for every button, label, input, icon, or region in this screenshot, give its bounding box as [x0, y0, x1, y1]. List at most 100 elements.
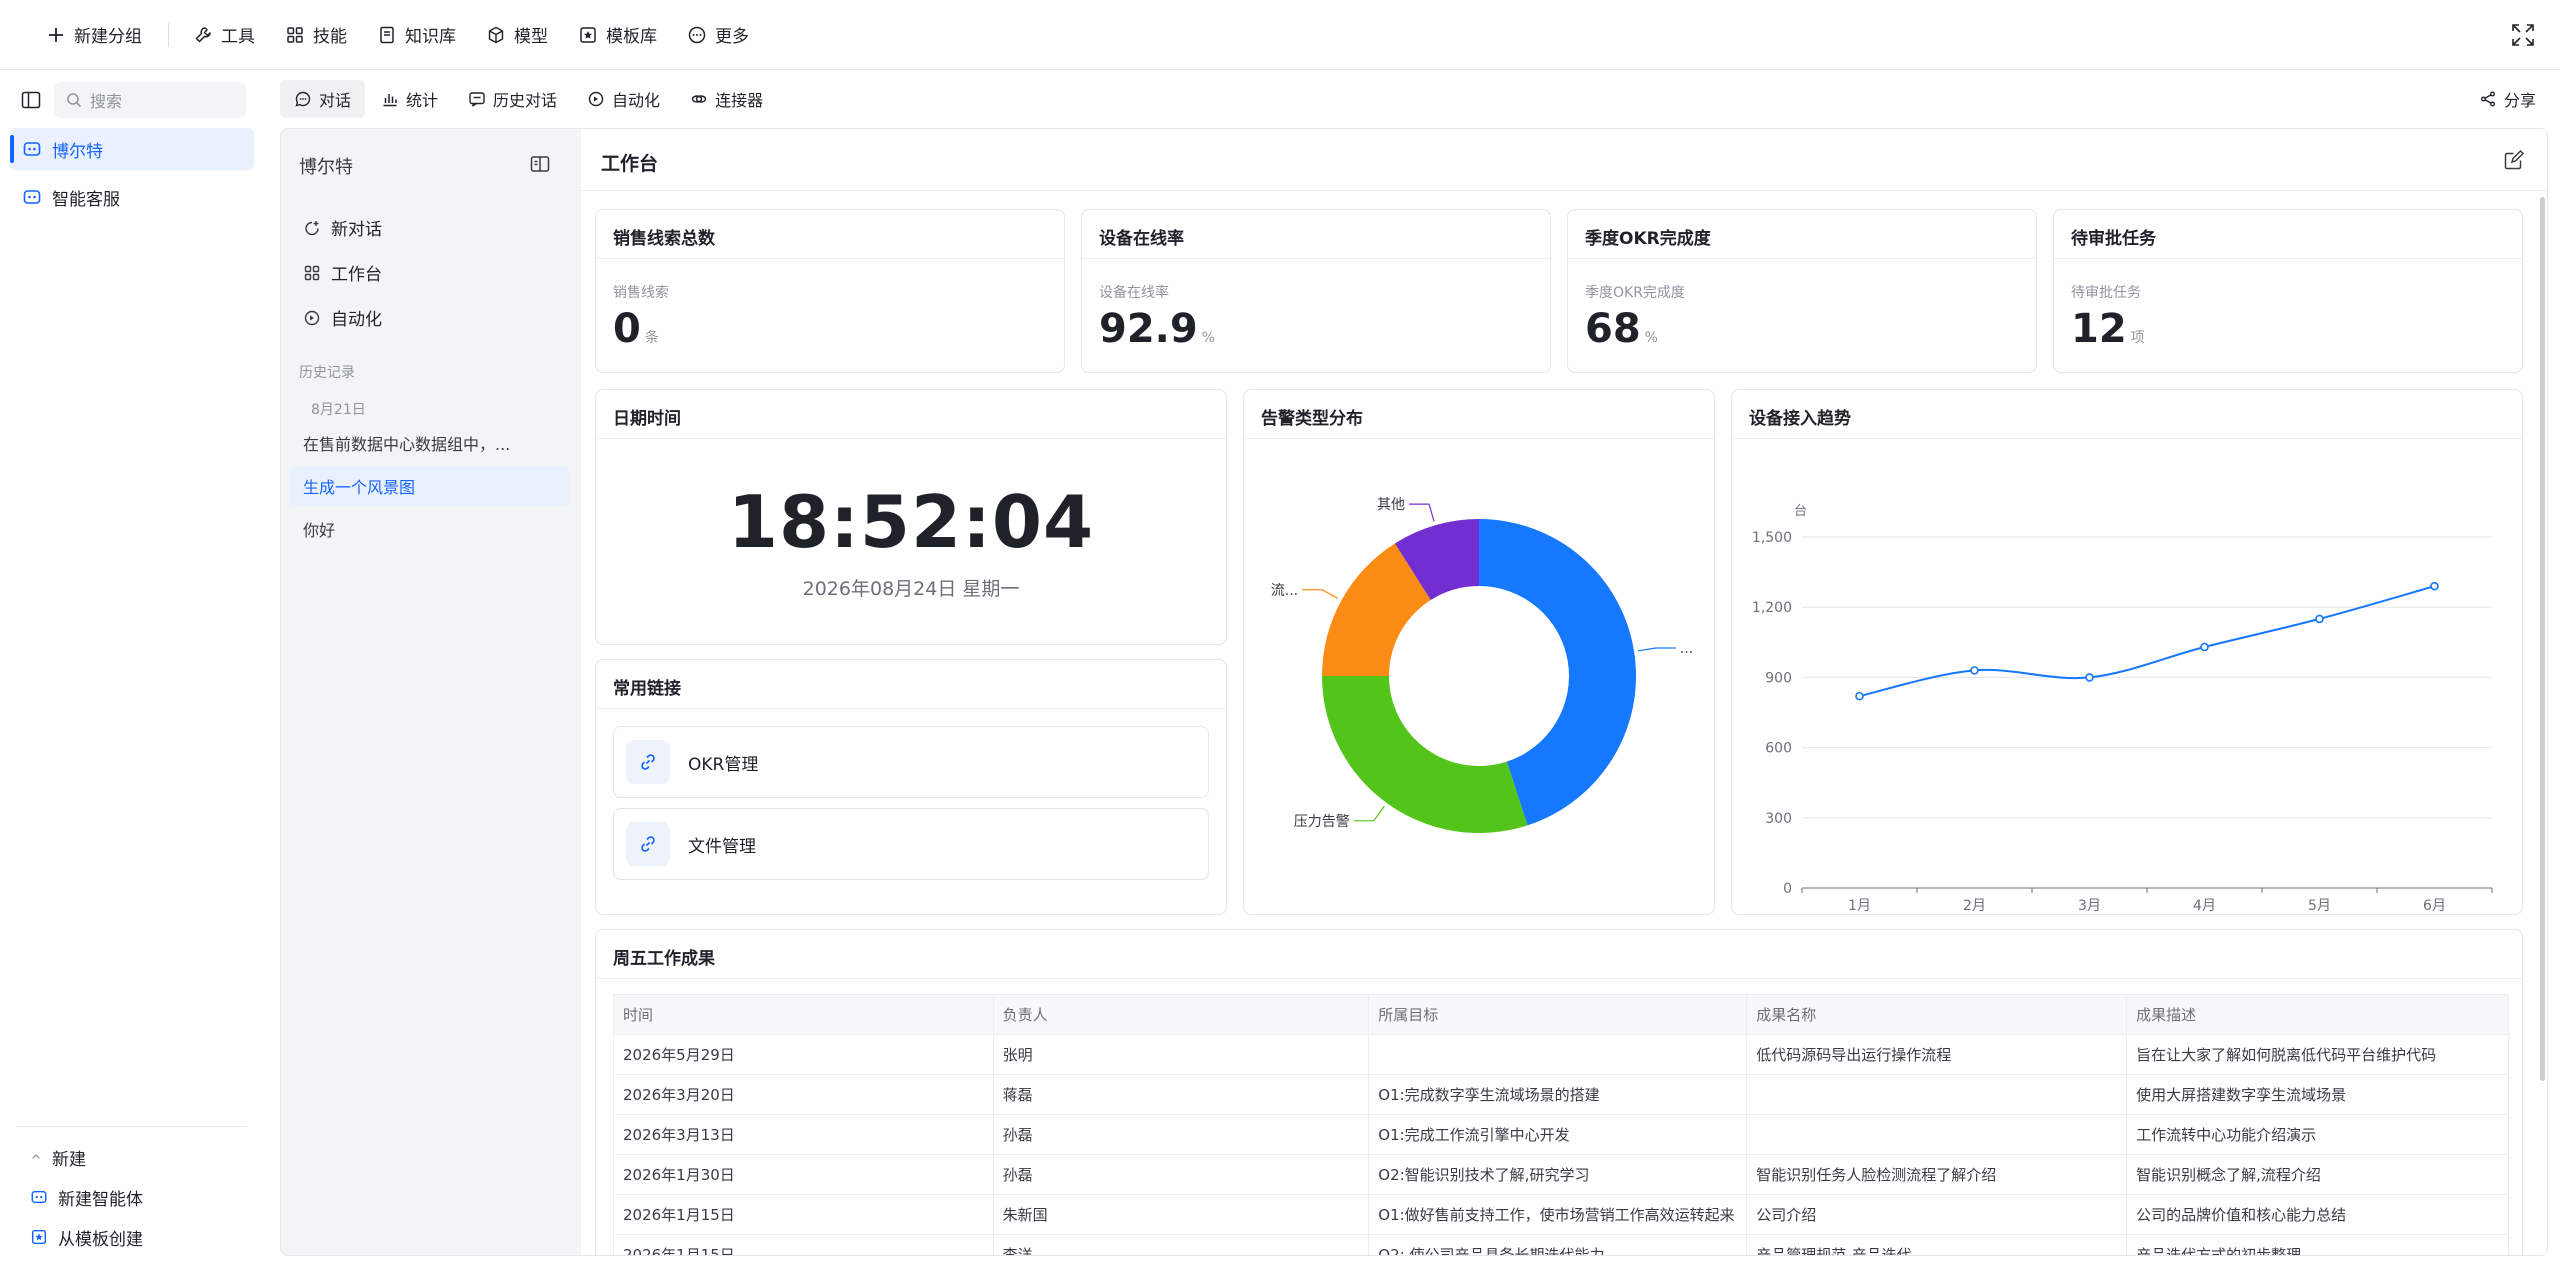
sidebar-create-section: 新建 新建智能体 从模板创建: [16, 1126, 246, 1257]
clock-title: 日期时间: [613, 409, 681, 429]
edit-icon[interactable]: [2503, 149, 2525, 171]
tab-automation[interactable]: 自动化: [573, 80, 674, 118]
table-row: 2026年3月13日 孙磊 O1:完成工作流引擎中心开发 工作流转中心功能介绍演示: [613, 1114, 2509, 1155]
table-header: 负责人: [992, 994, 1370, 1035]
toolbar-divider: [168, 22, 169, 47]
model-button[interactable]: 模型: [476, 17, 558, 53]
kpi-value: 12: [2071, 306, 2127, 352]
sidebar-item-bolt[interactable]: 博尔特: [10, 128, 254, 170]
line-chart: 台 0 300 600 900 1,200 1,500 1月 2月 3月 4月 5月 6月: [1752, 504, 2493, 914]
new-group-button[interactable]: 新建分组: [36, 17, 152, 53]
cube-icon: [488, 26, 504, 43]
grid-icon: [287, 26, 303, 43]
table-cell: 2026年1月30日: [613, 1154, 994, 1195]
new-agent-button[interactable]: 新建智能体: [16, 1177, 246, 1217]
knowledge-button[interactable]: 知识库: [367, 17, 466, 53]
kpi-card: 季度OKR完成度 季度OKR完成度 68%: [1567, 209, 2037, 373]
table-row: 2026年5月29日 张明 低代码源码导出运行操作流程 旨在让大家了解如何脱离低代码平…: [613, 1034, 2509, 1075]
table-cell: 蒋磊: [992, 1074, 1370, 1115]
new-collapse-toggle[interactable]: 新建: [16, 1137, 246, 1177]
tab-statistics[interactable]: 统计: [367, 80, 452, 118]
kpi-unit: 项: [2130, 330, 2145, 346]
pie-title: 告警类型分布: [1261, 409, 1363, 429]
tab-label: 自动化: [612, 91, 661, 110]
scrollbar[interactable]: [2540, 197, 2545, 1081]
table-cell: 2026年3月20日: [613, 1074, 994, 1115]
search-input[interactable]: 搜索: [54, 82, 246, 118]
x-tick-label: 4月: [2193, 898, 2216, 914]
sidebar-item-label: 博尔特: [52, 141, 103, 162]
tools-button[interactable]: 工具: [183, 17, 265, 53]
skills-label: 技能: [313, 27, 347, 47]
table-cell: 公司介绍: [1746, 1194, 2128, 1235]
workspace-button[interactable]: 工作台: [303, 260, 382, 285]
tab-chat[interactable]: 对话: [280, 80, 366, 118]
table-header: 所属目标: [1368, 994, 1748, 1035]
tab-connectors[interactable]: 连接器: [676, 80, 777, 118]
table-cell: O1:完成工作流引擎中心开发: [1368, 1114, 1748, 1155]
divider: [2054, 258, 2522, 259]
bot-icon: [31, 1190, 47, 1204]
table-cell: 智能识别概念了解,流程介绍: [2126, 1154, 2509, 1195]
table-cell: 工作流转中心功能介绍演示: [2126, 1114, 2509, 1155]
tab-label: 对话: [319, 91, 352, 110]
pie-slice: [1394, 519, 1479, 601]
main-panel: 博尔特 新对话 工作台 自动化 历史记录 8月21日 在售前数据中心数据组中，.…: [280, 128, 2548, 1256]
from-template-button[interactable]: 从模板创建: [16, 1217, 246, 1257]
table-cell: O2:智能识别技术了解,研究学习: [1368, 1154, 1748, 1195]
link-icon-box: [626, 740, 670, 784]
tab-history[interactable]: 历史对话: [454, 80, 571, 118]
table-cell: 产品管理规范-产品迭代: [1746, 1234, 2128, 1255]
data-point: [2430, 581, 2439, 591]
automation-button[interactable]: 自动化: [303, 305, 382, 330]
y-tick-label: 1,200: [1752, 600, 1792, 616]
menu-label: 自动化: [331, 310, 382, 330]
table-header: 时间: [613, 994, 994, 1035]
history-chat-icon: [469, 92, 485, 107]
table-cell: O1:做好售前支持工作，使市场营销工作高效运转起来: [1368, 1194, 1748, 1235]
trend-title: 设备接入趋势: [1749, 409, 1851, 429]
new-chat-button[interactable]: 新对话: [303, 215, 382, 240]
sidebar-item-smart-service[interactable]: 智能客服: [10, 176, 254, 218]
clock-date: 2026年08月24日 星期一: [802, 578, 1020, 600]
y-tick-label: 1,500: [1752, 530, 1792, 546]
history-item[interactable]: 生成一个风景图: [289, 466, 569, 506]
chat-icon: [295, 91, 311, 107]
kpi-value: 92.9: [1099, 306, 1198, 352]
automation-icon: [304, 310, 320, 325]
link-label: OKR管理: [688, 754, 759, 775]
knowledge-label: 知识库: [405, 27, 456, 47]
sidebar-toggle-icon[interactable]: [20, 89, 42, 111]
link-okr[interactable]: OKR管理: [613, 726, 1209, 798]
skills-button[interactable]: 技能: [275, 17, 357, 53]
series-line: [1859, 585, 2435, 698]
fullscreen-icon[interactable]: [2510, 22, 2536, 48]
pie-label: 流...: [1271, 583, 1298, 599]
templates-button[interactable]: 模板库: [568, 17, 667, 53]
panel-toggle-icon[interactable]: [529, 153, 551, 175]
agent-sidebar: 搜索 博尔特 智能客服 新建 新建智能体 从模板创建: [0, 70, 264, 1271]
kpi-title: 季度OKR完成度: [1585, 229, 1711, 249]
history-item[interactable]: 你好: [303, 521, 336, 540]
pie-label-line: [1302, 589, 1339, 599]
share-button[interactable]: 分享: [2479, 80, 2536, 118]
data-point: [2315, 614, 2324, 624]
pie-label-line: [1353, 805, 1385, 822]
table-cell: 张明: [992, 1034, 1370, 1075]
table-row: 2026年1月15日 李洋 O2: 使公司产品具备长期迭代能力 产品管理规范-产品迭代…: [613, 1234, 2509, 1255]
line-chart-card: 设备接入趋势 台 0 300 600 900 1,200 1,500 1月 2月 3月 4月 5月 6月: [1731, 389, 2523, 915]
link-label: 文件管理: [688, 836, 756, 857]
history-date: 8月21日: [311, 402, 366, 418]
conversation-title: 博尔特: [299, 157, 353, 178]
more-button[interactable]: 更多: [677, 17, 759, 53]
history-item[interactable]: 在售前数据中心数据组中，...: [303, 435, 511, 454]
pie-slice: [1322, 676, 1528, 833]
more-icon: [688, 26, 706, 43]
link-icon: [641, 754, 655, 770]
data-point: [2200, 642, 2209, 652]
pie-label: ...: [1680, 641, 1693, 657]
link-files[interactable]: 文件管理: [613, 808, 1209, 880]
y-tick-label: 600: [1765, 741, 1792, 757]
divider: [1732, 438, 2522, 439]
